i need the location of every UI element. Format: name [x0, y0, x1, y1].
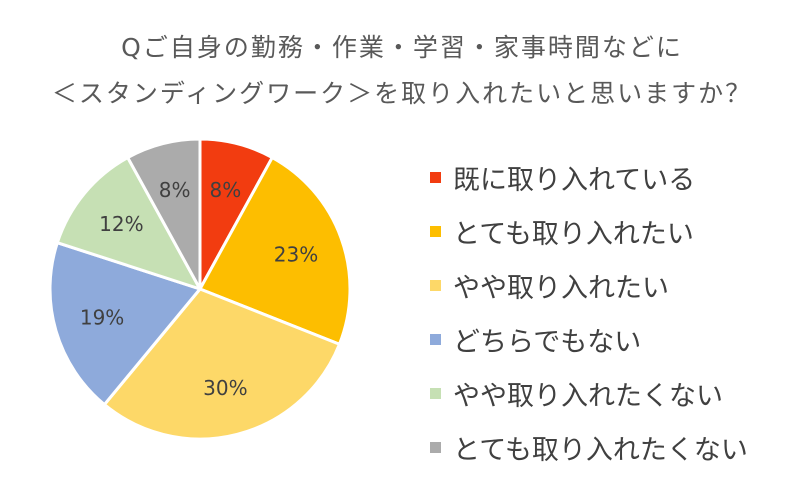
- legend-item: どちらでもない: [430, 312, 748, 366]
- legend-label: とても取り入れたい: [453, 218, 694, 250]
- pie-slice: [126, 137, 202, 291]
- legend-swatch: [430, 333, 441, 345]
- chart-legend: 既に取り入れている とても取り入れたい やや取り入れたい どちらでもない やや取…: [430, 150, 748, 474]
- legend-label: 既に取り入れている: [453, 164, 696, 196]
- pie-data-label: 12%: [99, 212, 143, 236]
- pie-slice: [198, 156, 352, 346]
- legend-swatch: [430, 225, 441, 237]
- chart-title-line-2: ＜スタンディングワーク＞を取り入れたいと思いますか？: [51, 79, 753, 108]
- legend-item: とても取り入れたくない: [430, 420, 748, 474]
- legend-label: やや取り入れたくない: [453, 380, 723, 412]
- pie-data-label: 8%: [159, 178, 191, 202]
- pie-slice: [55, 156, 202, 291]
- pie-data-label: 8%: [210, 178, 242, 202]
- legend-item: やや取り入れたい: [430, 258, 748, 312]
- pie-data-label: 19%: [80, 306, 124, 330]
- pie-slice: [48, 241, 202, 407]
- legend-label: やや取り入れたい: [453, 272, 669, 304]
- chart-title-line-1: Qご自身の勤務・作業・学習・家事時間などに: [121, 33, 683, 62]
- legend-item: とても取り入れたい: [430, 204, 748, 258]
- legend-item: 既に取り入れている: [430, 150, 748, 204]
- legend-swatch: [430, 387, 441, 399]
- pie-data-label: 30%: [203, 376, 247, 400]
- legend-swatch: [430, 279, 441, 291]
- legend-swatch: [430, 171, 441, 183]
- legend-label: とても取り入れたくない: [453, 434, 748, 466]
- legend-swatch: [430, 441, 441, 453]
- pie-slice: [102, 287, 341, 441]
- legend-label: どちらでもない: [453, 326, 642, 358]
- legend-item: やや取り入れたくない: [430, 366, 748, 420]
- pie-data-label: 23%: [274, 242, 318, 266]
